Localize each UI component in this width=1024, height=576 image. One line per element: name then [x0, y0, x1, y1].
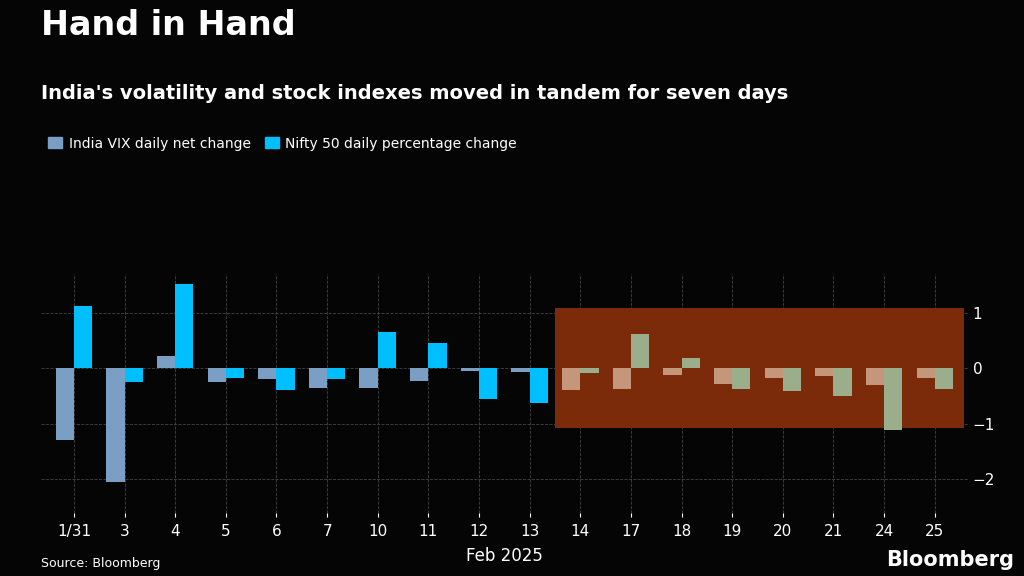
- Bar: [276, 368, 295, 391]
- Bar: [782, 368, 801, 392]
- Text: India's volatility and stock indexes moved in tandem for seven days: India's volatility and stock indexes mov…: [41, 84, 788, 103]
- Text: Source: Bloomberg: Source: Bloomberg: [41, 557, 161, 570]
- Bar: [529, 368, 548, 403]
- X-axis label: Feb 2025: Feb 2025: [466, 547, 543, 565]
- Bar: [815, 368, 834, 377]
- Bar: [479, 368, 498, 399]
- Bar: [208, 368, 226, 382]
- Bar: [765, 368, 782, 378]
- Bar: [664, 368, 682, 375]
- Bar: [74, 306, 92, 368]
- Legend: India VIX daily net change, Nifty 50 daily percentage change: India VIX daily net change, Nifty 50 dai…: [48, 137, 517, 150]
- Bar: [359, 368, 378, 388]
- Bar: [916, 368, 935, 377]
- Bar: [258, 368, 276, 379]
- Bar: [581, 368, 598, 373]
- Bar: [411, 368, 428, 381]
- Bar: [935, 368, 953, 389]
- Bar: [106, 368, 125, 482]
- Bar: [309, 368, 327, 388]
- Bar: [157, 356, 175, 368]
- Bar: [226, 368, 244, 377]
- Bar: [327, 368, 345, 379]
- Bar: [714, 368, 732, 384]
- Bar: [866, 368, 884, 385]
- Bar: [682, 358, 699, 368]
- Bar: [125, 368, 142, 382]
- Bar: [562, 368, 581, 391]
- Text: Bloomberg: Bloomberg: [886, 550, 1014, 570]
- Bar: [884, 368, 902, 430]
- Text: Hand in Hand: Hand in Hand: [41, 9, 296, 41]
- Bar: [511, 368, 529, 372]
- Bar: [834, 368, 852, 396]
- Bar: [55, 368, 74, 441]
- Bar: [461, 368, 479, 372]
- Bar: [631, 334, 649, 368]
- Bar: [378, 332, 396, 368]
- Bar: [428, 343, 446, 368]
- Bar: [732, 368, 751, 389]
- Bar: [612, 368, 631, 389]
- Bar: [555, 308, 964, 428]
- Bar: [175, 283, 194, 368]
